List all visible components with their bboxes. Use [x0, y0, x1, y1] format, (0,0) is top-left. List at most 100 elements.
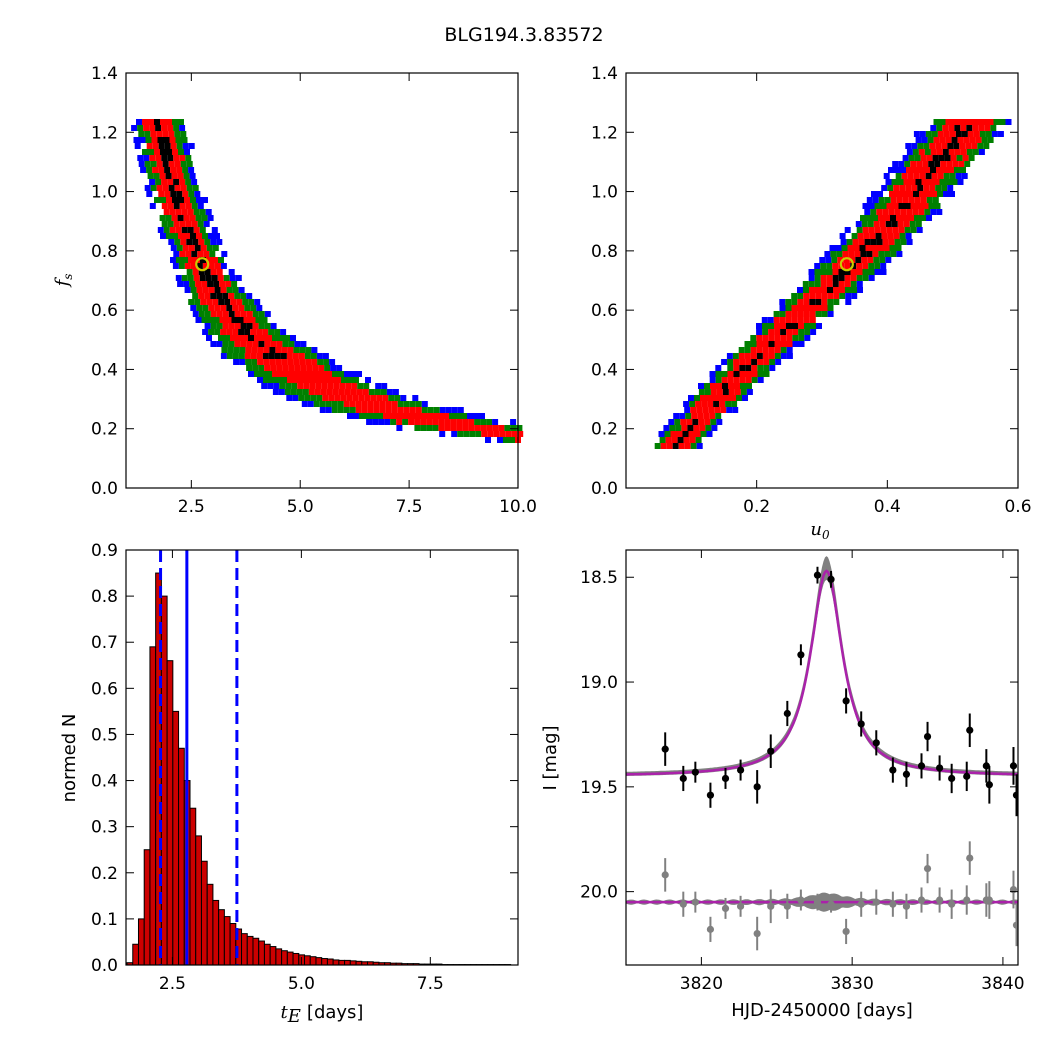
posterior-cell-core: [925, 173, 932, 179]
posterior-cell-inner: [367, 401, 374, 407]
posterior-cell-mid: [851, 233, 858, 239]
posterior-cell-mid: [704, 383, 710, 389]
posterior-cell-mid: [763, 371, 770, 377]
posterior-cell-core: [222, 293, 229, 299]
posterior-cell-mid: [909, 221, 916, 227]
posterior-cell-mid: [194, 299, 201, 305]
posterior-cell-mid: [827, 305, 834, 311]
posterior-cell-inner: [373, 407, 380, 413]
posterior-cell-mid: [207, 317, 214, 323]
histogram-bar: [172, 710, 180, 966]
posterior-cell-mid: [409, 401, 416, 407]
posterior-cell-outer: [906, 239, 913, 245]
posterior-cell-inner: [334, 395, 341, 401]
posterior-cell-inner: [185, 251, 192, 257]
posterior-cell-core: [928, 161, 935, 167]
residual-point: [691, 898, 699, 906]
posterior-cell-inner: [413, 413, 419, 419]
posterior-cell-inner: [314, 371, 320, 377]
posterior-cell-inner: [815, 305, 822, 311]
posterior-cell-inner: [918, 167, 924, 173]
posterior-cell-outer: [307, 401, 314, 407]
posterior-cell-outer: [133, 137, 140, 143]
posterior-cell-mid: [954, 167, 960, 173]
posterior-cell-inner: [930, 149, 937, 155]
posterior-cell-mid: [324, 365, 331, 371]
posterior-cell-mid: [159, 215, 166, 221]
histogram-bar: [149, 646, 157, 966]
posterior-cell-core: [172, 197, 178, 203]
posterior-cell-inner: [896, 215, 902, 221]
posterior-cell-inner: [193, 275, 200, 281]
posterior-cell-mid: [258, 323, 265, 329]
posterior-cell-inner: [438, 425, 445, 431]
posterior-cell-inner: [936, 149, 943, 155]
posterior-cell-mid: [227, 347, 234, 353]
posterior-cell-mid: [173, 125, 180, 131]
posterior-cell-inner: [757, 359, 764, 365]
posterior-cell-mid: [895, 245, 902, 251]
posterior-cell-inner: [397, 407, 404, 413]
posterior-cell-inner: [262, 329, 269, 335]
posterior-cell-inner: [906, 167, 912, 173]
posterior-cell-mid: [744, 347, 751, 353]
posterior-cell-inner: [929, 143, 936, 149]
xlabel-te-days: tE [days]: [281, 1002, 364, 1027]
posterior-cell-mid: [926, 197, 933, 203]
posterior-cell-inner: [901, 173, 908, 179]
posterior-cell-inner: [893, 233, 900, 239]
posterior-cell-mid: [469, 431, 476, 437]
posterior-cell-mid: [887, 185, 894, 191]
posterior-cell-outer: [292, 395, 299, 401]
posterior-cell-inner: [703, 413, 710, 419]
posterior-cell-inner: [234, 311, 241, 317]
posterior-cell-inner: [148, 119, 154, 125]
posterior-cell-mid: [977, 143, 984, 149]
posterior-cell-outer: [943, 191, 949, 197]
posterior-cell-inner: [832, 269, 839, 275]
posterior-cell-inner: [792, 329, 799, 335]
posterior-cell-mid: [349, 407, 356, 413]
posterior-cell-inner: [240, 341, 247, 347]
posterior-cell-inner: [243, 317, 250, 323]
posterior-cell-inner: [308, 389, 315, 395]
posterior-cell-core: [713, 401, 720, 407]
posterior-cell-inner: [919, 173, 926, 179]
posterior-cell-outer: [786, 353, 793, 359]
posterior-cell-outer: [233, 359, 240, 365]
posterior-cell-mid: [218, 257, 224, 263]
posterior-cell-outer: [880, 269, 887, 275]
posterior-cell-mid: [757, 365, 764, 371]
posterior-cell-outer: [835, 245, 842, 251]
posterior-cell-inner: [309, 383, 316, 389]
posterior-cell-core: [187, 227, 194, 233]
posterior-cell-inner: [791, 317, 798, 323]
posterior-cell-inner: [844, 281, 851, 287]
posterior-cell-inner: [167, 203, 174, 209]
posterior-cell-mid: [282, 341, 289, 347]
posterior-cell-core: [155, 125, 162, 131]
posterior-cell-outer: [137, 155, 144, 161]
posterior-cell-inner: [212, 257, 218, 263]
posterior-cell-outer: [316, 353, 323, 359]
posterior-cell-outer: [278, 389, 285, 395]
posterior-cell-inner: [708, 407, 715, 413]
posterior-cell-mid: [845, 287, 851, 293]
residual-point: [985, 896, 993, 904]
posterior-cell-mid: [218, 335, 224, 341]
residual-point: [966, 854, 974, 862]
posterior-cell-mid: [317, 359, 324, 365]
posterior-cell-mid: [695, 437, 702, 443]
posterior-cell-mid: [727, 365, 734, 371]
posterior-cell-outer: [683, 401, 690, 407]
posterior-cell-inner: [865, 245, 872, 251]
posterior-cell-core: [231, 317, 238, 323]
residual-point: [813, 898, 822, 906]
posterior-cell-core: [237, 317, 244, 323]
posterior-cell-outer: [871, 191, 877, 197]
posterior-cell-inner: [751, 365, 758, 371]
posterior-cell-core: [244, 329, 251, 335]
posterior-cell-inner: [326, 371, 332, 377]
posterior-cell-inner: [228, 293, 235, 299]
posterior-cell-outer: [229, 275, 236, 281]
